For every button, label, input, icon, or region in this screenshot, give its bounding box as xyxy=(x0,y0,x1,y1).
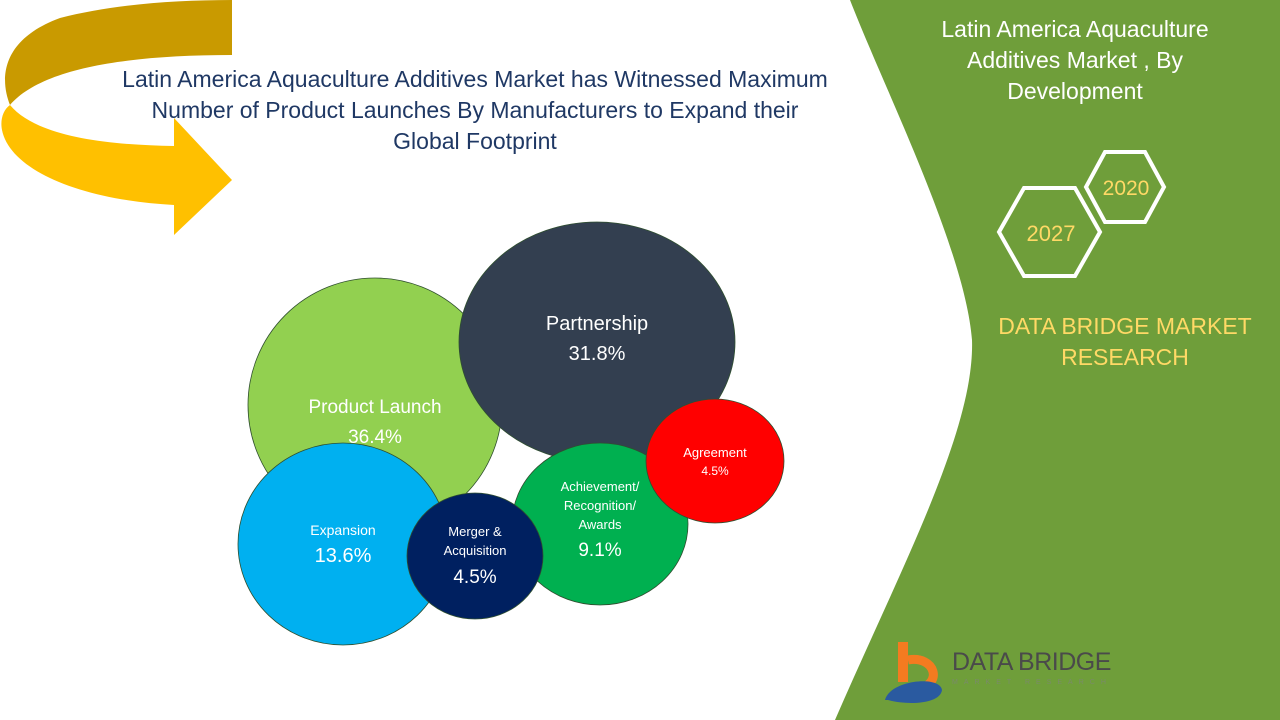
bubble-chart: Product Launch 36.4% Expansion 13.6% Partner… xyxy=(237,221,785,646)
brand-name: DATA BRIDGE MARKET RESEARCH xyxy=(998,313,1252,370)
bubble-label-merger-acquisition: Acquisition xyxy=(444,543,507,558)
bubble-value-merger-acquisition: 4.5% xyxy=(453,567,496,588)
bubble-agreement xyxy=(645,398,785,524)
bubble-value-product-launch: 36.4% xyxy=(348,427,402,448)
bubble-label-achievement-recognition-awards: Achievement/ xyxy=(561,479,640,494)
hexagon-2020: 2020 xyxy=(1083,150,1167,224)
bubble-value-partnership: 31.8% xyxy=(569,343,626,365)
bubble-label-product-launch: Product Launch xyxy=(308,397,441,418)
year-start-label: 2020 xyxy=(1103,177,1150,200)
bubble-merger-acquisition xyxy=(406,492,544,620)
bubble-label-merger-acquisition: Merger & xyxy=(448,524,502,539)
bubble-label-partnership: Partnership xyxy=(546,313,648,335)
bubble-label-achievement-recognition-awards: Awards xyxy=(578,517,622,532)
logo-subtext: MARKET RESEARCH xyxy=(952,679,1112,686)
logo-icon xyxy=(885,642,942,703)
bubble-label-achievement-recognition-awards: Recognition/ xyxy=(564,498,637,513)
green-side-panel xyxy=(835,0,1280,720)
bubble-label-agreement: Agreement xyxy=(683,445,747,460)
bubble-value-agreement: 4.5% xyxy=(701,464,729,478)
headline: Latin America Aquaculture Additives Mark… xyxy=(122,66,828,154)
curved-arrow-icon xyxy=(1,0,232,235)
logo-text: DATA BRIDGE xyxy=(952,648,1111,676)
side-panel-title: Latin America Aquaculture Additives Mark… xyxy=(941,16,1209,104)
year-end-label: 2027 xyxy=(1027,221,1076,246)
hexagon-2027: 2027 xyxy=(996,186,1103,278)
bubble-label-expansion: Expansion xyxy=(310,522,375,538)
bubble-value-expansion: 13.6% xyxy=(315,545,372,567)
bubble-value-achievement-recognition-awards: 9.1% xyxy=(578,540,621,561)
